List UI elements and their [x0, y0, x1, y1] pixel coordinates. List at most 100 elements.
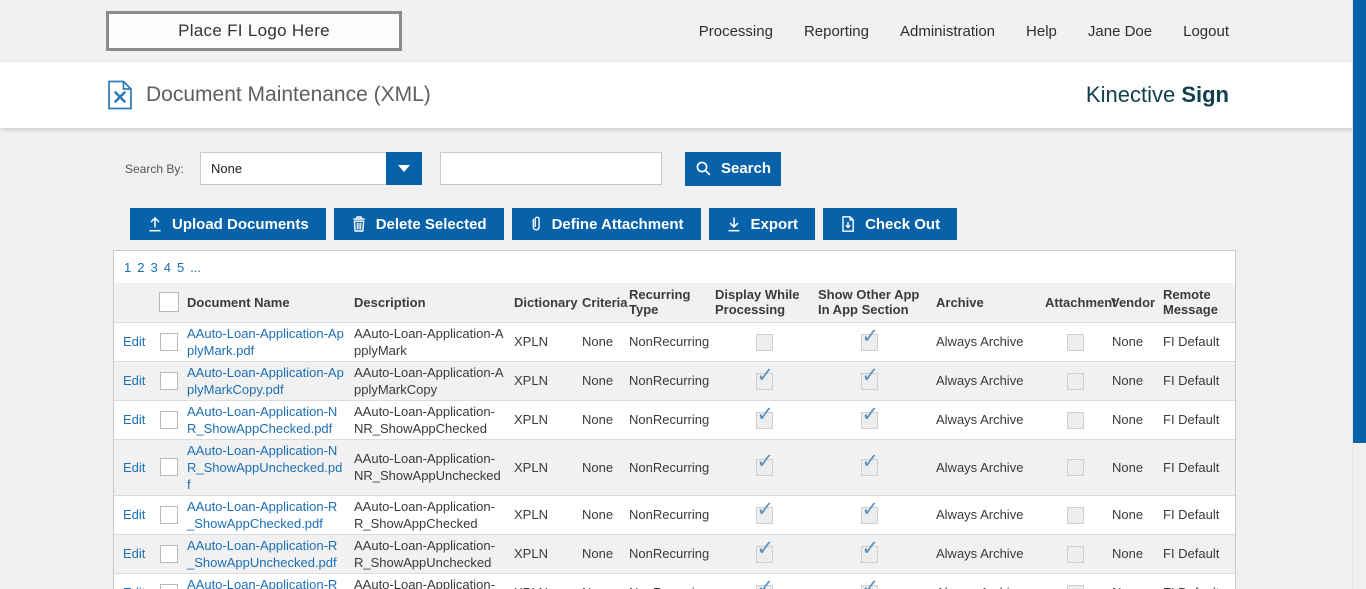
edit-link[interactable]: Edit: [123, 546, 146, 561]
edit-link[interactable]: Edit: [123, 373, 146, 388]
export-button[interactable]: Export: [708, 208, 816, 240]
table-row: Edit AAuto-Loan-Application-RS-AFD731-te…: [114, 573, 1235, 589]
description-cell: AAuto-Loan-Application-NR_ShowAppUncheck…: [354, 451, 501, 483]
recurring-type-cell: NonRecurring: [629, 334, 710, 349]
upload-icon: [149, 216, 161, 232]
archive-cell: Always Archive: [936, 546, 1024, 561]
document-link[interactable]: AAuto-Loan-Application-ApplyMarkCopy.pdf: [187, 364, 344, 397]
show-other-app-checkbox: ✓: [815, 400, 922, 439]
description-cell: AAuto-Loan-Application-ApplyMark: [354, 325, 504, 358]
remote-message-cell: FI Default: [1163, 373, 1220, 388]
col-header-show-other-app: Show Other App In App Section: [818, 287, 920, 318]
nav-item-help[interactable]: Help: [1026, 22, 1057, 40]
table-row: Edit AAuto-Loan-Application-ApplyMarkCop…: [114, 361, 1235, 400]
criteria-cell: None: [579, 573, 626, 589]
row-checkbox[interactable]: [159, 332, 178, 351]
archive-cell: Always Archive: [936, 507, 1024, 522]
scrollbar-track[interactable]: [1352, 0, 1366, 589]
vendor-cell: None: [1112, 373, 1144, 388]
dropdown-button[interactable]: [386, 152, 422, 185]
delete-selected-button[interactable]: Delete Selected: [333, 208, 504, 240]
page-link-5[interactable]: 5: [176, 259, 185, 275]
archive-cell: Always Archive: [936, 373, 1024, 388]
vendor-cell: None: [1108, 573, 1160, 589]
edit-link[interactable]: Edit: [123, 459, 146, 475]
search-by-dropdown[interactable]: None: [200, 152, 422, 185]
page-link-4[interactable]: 4: [163, 259, 171, 275]
nav-item-logout[interactable]: Logout: [1183, 22, 1229, 40]
show-other-app-checkbox: ✓: [815, 322, 922, 361]
page-link-1[interactable]: 1: [124, 259, 132, 275]
table-row: Edit AAuto-Loan-Application-R_ShowAppChe…: [114, 495, 1235, 534]
document-link[interactable]: AAuto-Loan-Application-RS-AFD731-test.pd…: [187, 576, 338, 589]
description-cell: AAuto-Loan-Application-NR_ShowAppChecked: [354, 403, 495, 436]
page-link-2[interactable]: 2: [137, 259, 145, 275]
archive-cell: Always Archive: [936, 459, 1024, 475]
remote-message-cell: FI Default: [1163, 412, 1220, 427]
upload-documents-button[interactable]: Upload Documents: [130, 208, 326, 240]
pagination: 1 2 3 4 5 ...: [114, 251, 1235, 283]
vendor-cell: None: [1112, 334, 1144, 349]
row-select-cell: [152, 322, 184, 361]
edit-link[interactable]: Edit: [123, 507, 146, 522]
nav-item-administration[interactable]: Administration: [899, 22, 996, 40]
recurring-type-cell: NonRecurring: [626, 573, 712, 589]
edit-link[interactable]: Edit: [123, 334, 146, 349]
check-out-button[interactable]: Check Out: [823, 208, 958, 240]
row-checkbox[interactable]: [159, 544, 178, 563]
dictionary-cell: XPLN: [514, 459, 548, 475]
archive-cell: Always Archive: [922, 573, 1042, 589]
row-select-cell: [152, 361, 184, 400]
row-select-cell: [152, 534, 184, 573]
search-by-selected-value: None: [211, 161, 243, 176]
checkout-document-icon: [842, 216, 854, 232]
row-checkbox[interactable]: [159, 371, 178, 390]
archive-cell: Always Archive: [936, 412, 1024, 427]
table-header-row: Document Name Description Dictionary Cri…: [114, 283, 1235, 322]
document-link[interactable]: AAuto-Loan-Application-R_ShowAppChecked.…: [187, 498, 338, 531]
select-all-checkbox[interactable]: [158, 292, 179, 313]
col-header-dictionary: Dictionary: [514, 294, 578, 310]
remote-message-cell: FI Default: [1160, 573, 1235, 589]
document-link[interactable]: AAuto-Loan-Application-NR_ShowAppChecked…: [187, 403, 338, 436]
document-link[interactable]: AAuto-Loan-Application-NR_ShowAppUncheck…: [187, 442, 343, 492]
criteria-cell: None: [582, 373, 614, 388]
table-row: Edit AAuto-Loan-Application-NR_ShowAppUn…: [114, 439, 1235, 495]
define-attachment-button[interactable]: Define Attachment: [511, 208, 701, 240]
col-header-select-all: [152, 283, 184, 322]
search-button[interactable]: Search: [685, 151, 781, 186]
row-checkbox[interactable]: [159, 505, 178, 524]
row-checkbox[interactable]: [159, 458, 178, 477]
page-link-more[interactable]: ...: [190, 259, 202, 275]
table-row: Edit AAuto-Loan-Application-NR_ShowAppCh…: [114, 400, 1235, 439]
row-checkbox[interactable]: [159, 583, 178, 589]
vendor-cell: None: [1112, 507, 1144, 522]
page-link-3[interactable]: 3: [150, 259, 158, 275]
show-other-app-checkbox: ✓: [815, 573, 922, 589]
nav-item-processing[interactable]: Processing: [698, 22, 773, 40]
document-link[interactable]: AAuto-Loan-Application-R_ShowAppUnchecke…: [187, 537, 338, 570]
remote-message-cell: FI Default: [1163, 334, 1220, 349]
nav-item-user[interactable]: Jane Doe: [1087, 22, 1153, 40]
show-other-app-checkbox: ✓: [815, 439, 922, 495]
remote-message-cell: FI Default: [1163, 507, 1220, 522]
row-checkbox[interactable]: [159, 410, 178, 429]
dictionary-cell: XPLN: [514, 373, 548, 388]
trash-icon: [353, 216, 365, 232]
description-cell: AAuto-Loan-Application-RS-AFD731-test: [354, 576, 495, 589]
search-input[interactable]: [440, 152, 662, 185]
vendor-cell: None: [1112, 412, 1144, 427]
edit-link[interactable]: Edit: [123, 412, 146, 427]
scrollbar-thumb[interactable]: [1353, 0, 1366, 443]
brand-regular: Kinective: [1085, 82, 1176, 107]
edit-link[interactable]: Edit: [123, 585, 145, 589]
define-attachment-label: Define Attachment: [551, 215, 684, 233]
recurring-type-cell: NonRecurring: [629, 507, 710, 522]
dictionary-cell: XPLN: [514, 334, 548, 349]
document-link[interactable]: AAuto-Loan-Application-ApplyMark.pdf: [187, 325, 344, 358]
col-header-edit: [114, 283, 152, 322]
brand-logo: Kinective Sign: [1086, 82, 1229, 108]
row-select-cell: [152, 573, 184, 589]
table-row: Edit AAuto-Loan-Application-R_ShowAppUnc…: [114, 534, 1235, 573]
nav-item-reporting[interactable]: Reporting: [803, 22, 869, 40]
